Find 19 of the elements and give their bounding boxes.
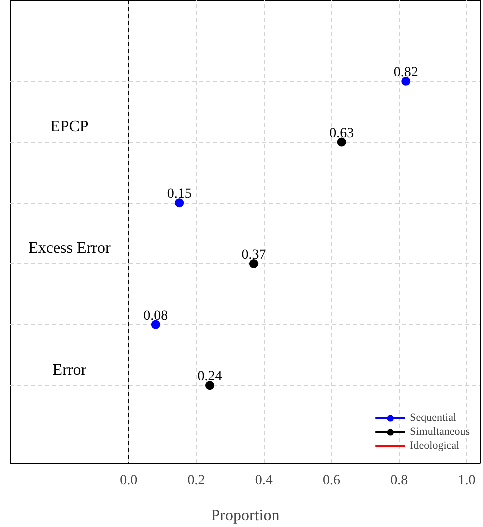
data-label: 0.08	[144, 308, 168, 324]
data-label: 0.82	[394, 65, 418, 80]
x-tick-label: 0.2	[188, 474, 206, 488]
y-tick-label: EPCP	[50, 118, 89, 136]
y-tick-label: Error	[52, 362, 88, 379]
legend-label: Sequential	[410, 411, 457, 425]
x-axis-title: Proportion	[211, 508, 280, 524]
y-tick-label: Excess Error	[28, 240, 112, 258]
x-tick-label: 0.4	[255, 474, 273, 488]
x-tick-label: 0.6	[322, 474, 340, 488]
legend-label: Ideological	[410, 439, 460, 453]
data-label: 0.24	[198, 370, 222, 385]
x-tick-label: 1.0	[458, 474, 476, 488]
x-tick-label: 0.0	[120, 474, 138, 488]
data-label: 0.15	[167, 187, 192, 202]
data-label: 0.37	[242, 248, 266, 263]
legend-label: Simultaneous	[410, 425, 470, 439]
data-label: 0.63	[330, 126, 354, 142]
x-tick-label: 0.8	[390, 474, 408, 488]
